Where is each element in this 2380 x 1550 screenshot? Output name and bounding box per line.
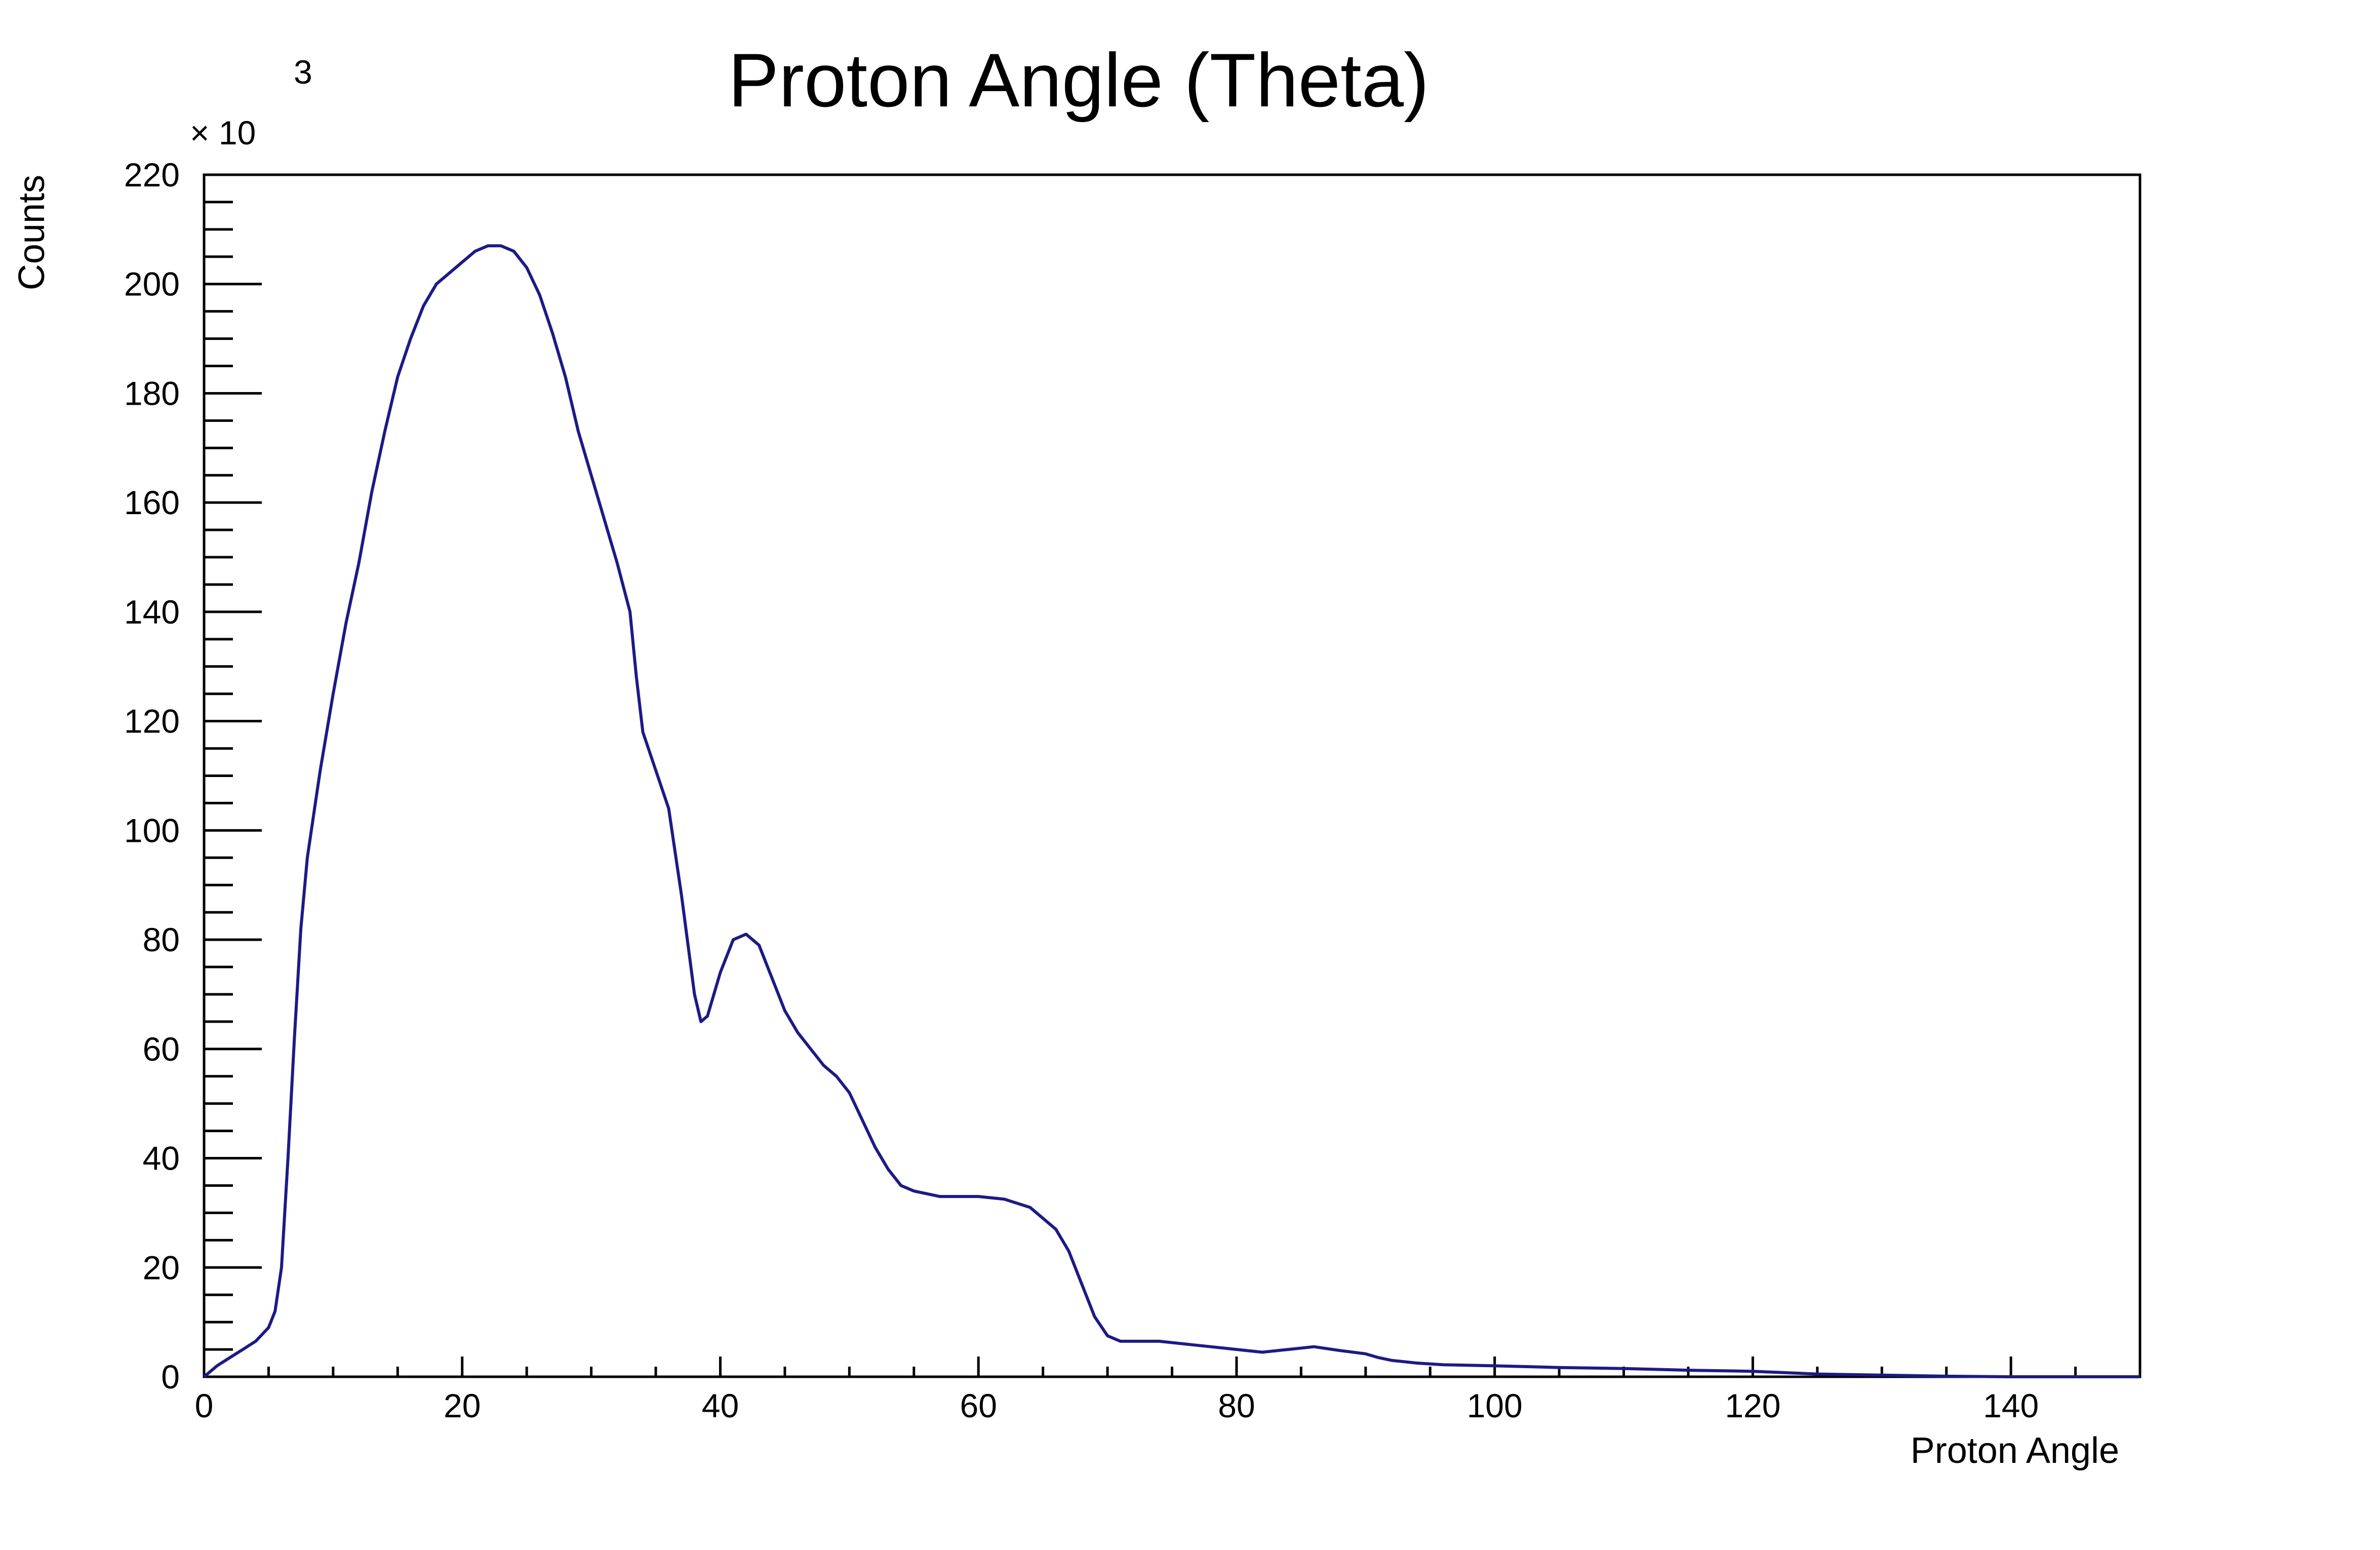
series-line: [203, 244, 2140, 1378]
y-tick-label: 0: [161, 1358, 180, 1396]
x-tick-label: 140: [1983, 1387, 2039, 1424]
y-axis-title: Counts: [12, 175, 52, 290]
x-tick-label: 20: [444, 1387, 481, 1424]
y-tick-label: 140: [124, 593, 180, 631]
x-tick-label: 80: [1218, 1387, 1255, 1424]
plot-area: [203, 244, 2140, 1378]
y-tick-label: 120: [124, 703, 180, 740]
y-tick-label: 220: [124, 156, 180, 193]
y-multiplier-base: × 10: [190, 114, 256, 151]
y-tick-label: 200: [124, 265, 180, 303]
y-tick-label: 100: [124, 811, 180, 849]
x-tick-label: 40: [702, 1387, 739, 1424]
x-tick-label: 0: [195, 1387, 214, 1424]
y-tick-label: 20: [143, 1249, 180, 1286]
y-tick-label: 180: [124, 374, 180, 412]
y-tick-label: 60: [143, 1030, 180, 1068]
y-tick-label: 80: [143, 921, 180, 958]
x-axis-title: Proton Angle: [1911, 1430, 2119, 1471]
plot-frame: [203, 173, 2141, 1378]
x-tick-label: 100: [1467, 1387, 1523, 1424]
y-tick-label: 40: [143, 1140, 180, 1177]
x-tick-label: 120: [1725, 1387, 1780, 1424]
x-tick-label: 60: [960, 1387, 997, 1424]
y-axis: 0 20 40 60 80 100 120 140 160 180 200 220: [124, 156, 262, 1396]
chart-title: Proton Angle (Theta): [728, 37, 1429, 123]
y-axis-multiplier: × 10 3: [190, 53, 312, 151]
y-multiplier-exponent: 3: [294, 53, 312, 91]
y-tick-label: 160: [124, 484, 180, 521]
x-axis: 0 20 40 60 80 100 120 140: [195, 1357, 2141, 1424]
